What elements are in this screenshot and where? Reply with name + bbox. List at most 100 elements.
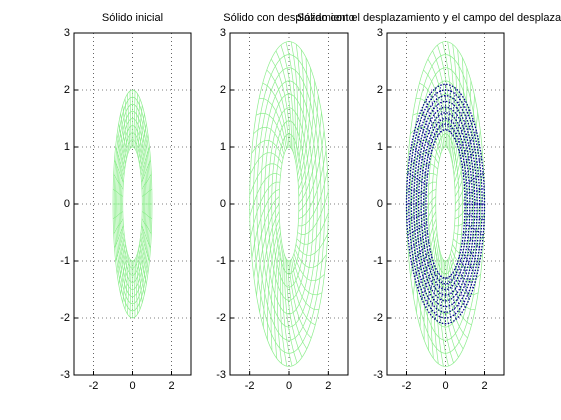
spoke xyxy=(423,225,437,341)
spoke xyxy=(141,188,153,197)
y-tick-label: 0 xyxy=(220,198,226,210)
chart-title: Sólido con el desplazamiento y el campo … xyxy=(297,12,561,24)
x-tick-label: -2 xyxy=(402,380,412,392)
spoke xyxy=(253,196,280,278)
spoke xyxy=(266,69,290,148)
spoke xyxy=(291,258,319,311)
spoke xyxy=(288,260,312,339)
spoke xyxy=(414,130,431,160)
y-tick-label: 3 xyxy=(64,27,70,39)
spoke xyxy=(120,113,127,159)
spoke xyxy=(259,211,280,313)
spoke xyxy=(129,90,132,148)
spoke xyxy=(275,50,292,149)
y-tick-label: -2 xyxy=(373,312,383,324)
spoke xyxy=(412,203,437,296)
spoke xyxy=(141,160,151,183)
spoke xyxy=(277,244,283,364)
axes-box xyxy=(73,32,192,376)
spoke xyxy=(425,268,437,308)
spoke xyxy=(296,212,329,245)
spoke xyxy=(138,113,145,159)
spoke xyxy=(433,244,439,364)
x-tick-label: 2 xyxy=(168,380,174,392)
spoke xyxy=(139,134,149,170)
spoke xyxy=(297,57,308,176)
ring xyxy=(267,107,311,301)
spoke xyxy=(134,259,138,315)
spoke xyxy=(464,222,484,236)
spoke xyxy=(250,152,283,175)
spoke xyxy=(262,82,289,148)
spoke xyxy=(437,44,451,152)
x-tick-label: 2 xyxy=(481,380,487,392)
y-tick-label: 2 xyxy=(220,84,226,96)
spoke xyxy=(120,249,127,295)
spoke xyxy=(282,253,293,367)
spoke xyxy=(139,123,147,164)
spoke xyxy=(408,188,437,258)
spoke xyxy=(412,112,443,152)
spoke xyxy=(452,233,485,256)
spoke xyxy=(135,98,141,152)
spoke xyxy=(285,41,296,155)
y-tick-label: 1 xyxy=(64,141,70,153)
spoke xyxy=(464,213,485,220)
spoke xyxy=(134,93,138,149)
y-tick-label: 1 xyxy=(377,141,383,153)
chart-title: Sólido inicial xyxy=(102,12,163,24)
spoke xyxy=(114,225,124,248)
spoke xyxy=(141,225,151,248)
spoke xyxy=(450,275,456,320)
spoke xyxy=(118,123,126,164)
spoke xyxy=(140,146,150,176)
spoke xyxy=(460,130,477,160)
spoke xyxy=(438,253,449,367)
spoke xyxy=(298,150,327,220)
spoke xyxy=(408,140,440,159)
y-tick-label: 0 xyxy=(64,198,70,210)
spoke xyxy=(124,256,130,310)
spoke xyxy=(297,191,329,235)
spoke xyxy=(464,172,484,186)
y-tick-label: 1 xyxy=(220,141,226,153)
axes-box xyxy=(386,32,505,376)
spoke xyxy=(464,188,485,195)
ring xyxy=(264,93,314,315)
spoke xyxy=(454,100,466,140)
ring xyxy=(260,80,318,328)
spoke xyxy=(406,188,427,195)
spoke xyxy=(452,44,458,164)
spoke xyxy=(452,272,461,315)
spoke xyxy=(115,232,125,262)
spoke xyxy=(124,98,130,152)
spoke xyxy=(410,196,437,278)
spoke xyxy=(270,58,291,148)
spoke xyxy=(298,80,315,190)
spoke xyxy=(127,93,131,149)
spoke xyxy=(454,67,468,183)
spoke xyxy=(139,244,147,285)
spoke xyxy=(137,105,143,155)
ring xyxy=(275,133,303,275)
spoke xyxy=(457,262,470,300)
spoke xyxy=(133,90,136,148)
spoke xyxy=(250,181,280,238)
spoke xyxy=(430,238,439,359)
spoke xyxy=(263,218,280,328)
spoke xyxy=(457,108,470,146)
spoke xyxy=(440,256,454,364)
ring xyxy=(256,67,322,341)
spoke xyxy=(436,249,444,367)
spoke xyxy=(452,49,461,170)
spoke xyxy=(133,260,136,318)
y-tick-label: 2 xyxy=(377,84,383,96)
axes: Sólido con el desplazamiento y el campo … xyxy=(297,12,561,392)
spoke xyxy=(270,232,281,351)
spoke xyxy=(435,88,441,133)
spoke xyxy=(409,157,428,176)
ring xyxy=(431,133,460,275)
spoke xyxy=(279,249,288,367)
axes: Sólido con desplazamiento -2 0 2 -3 -2 -1 0 1 2 3 xyxy=(216,12,355,392)
